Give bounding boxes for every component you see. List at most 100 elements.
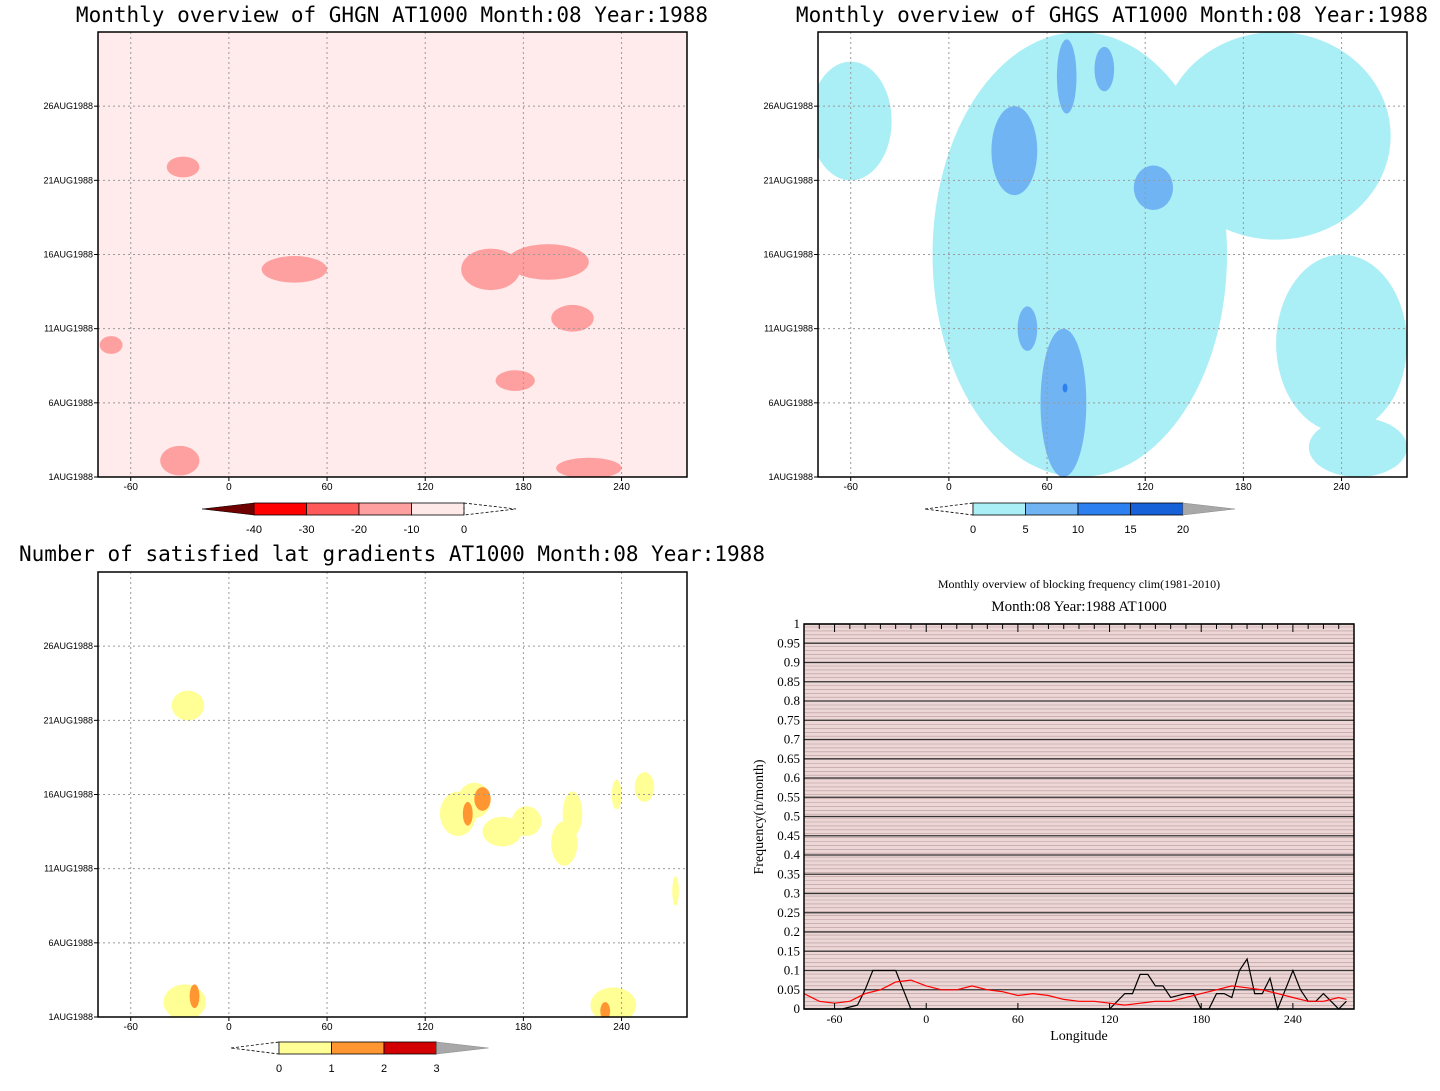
- y-tick-label: 0.5: [784, 809, 800, 824]
- shaded-region: [600, 1002, 611, 1017]
- x-tick-label: 180: [515, 1022, 532, 1033]
- colorbar-label: 5: [1022, 524, 1028, 536]
- shaded-region: [611, 779, 622, 810]
- shaded-region: [1017, 306, 1038, 351]
- colorbar-extend-high: [463, 502, 517, 516]
- colorbar-label: 2: [381, 1063, 387, 1075]
- colorbar-label: 0: [970, 524, 976, 536]
- colorbar-box: [972, 502, 1026, 516]
- y-tick-label: 21AUG1988: [43, 175, 93, 185]
- shaded-region: [166, 156, 200, 178]
- heatmap-panel-0: Monthly overview of GHGN AT1000 Month:08…: [43, 3, 708, 536]
- shaded-region: [474, 787, 491, 811]
- x-tick-label: 120: [1137, 482, 1154, 493]
- colorbar-extend-low: [201, 502, 255, 516]
- y-tick-label: 26AUG1988: [763, 101, 813, 111]
- x-tick-label: 180: [1192, 1012, 1210, 1026]
- colorbar-extend-low: [230, 1041, 280, 1055]
- shaded-region: [991, 106, 1038, 196]
- colorbar-extend-high: [1182, 502, 1236, 516]
- x-tick-label: 180: [1235, 482, 1252, 493]
- x-tick-label: 120: [1101, 1012, 1119, 1026]
- colorbar-box: [1077, 502, 1131, 516]
- colorbar-label: 20: [1177, 524, 1189, 536]
- heatmap-panel-1: Monthly overview of GHGS AT1000 Month:08…: [763, 3, 1428, 536]
- x-axis-label: Longitude: [1050, 1029, 1108, 1044]
- shaded-region: [1062, 383, 1068, 393]
- shaded-region: [556, 457, 622, 477]
- colorbar-label: -30: [299, 524, 315, 536]
- colorbar-box: [306, 502, 360, 516]
- colorbar-box: [383, 1041, 437, 1055]
- y-tick-label: 1AUG1988: [48, 1012, 93, 1022]
- y-tick-label: 0.55: [777, 789, 800, 804]
- shaded-regions: [99, 156, 622, 477]
- y-tick-label: 6AUG1988: [48, 398, 93, 408]
- colorbar-box: [253, 502, 307, 516]
- x-tick-label: 240: [613, 1022, 630, 1033]
- x-tick-label: 60: [1012, 1012, 1024, 1026]
- colorbar-label: -20: [351, 524, 367, 536]
- y-tick-label: 1: [794, 616, 801, 631]
- shaded-region: [1094, 46, 1115, 92]
- y-tick-label: 21AUG1988: [43, 715, 93, 725]
- y-tick-label: 0: [794, 1001, 801, 1016]
- y-tick-label: 0.05: [777, 982, 800, 997]
- shaded-region: [672, 876, 679, 906]
- x-tick-label: -60: [123, 1022, 138, 1033]
- y-tick-label: 0.45: [777, 828, 800, 843]
- colorbar-label: 0: [276, 1063, 282, 1075]
- x-tick-label: 0: [226, 482, 232, 493]
- x-tick-label: -60: [843, 482, 858, 493]
- colorbar-box: [1130, 502, 1184, 516]
- x-tick-label: 60: [321, 482, 333, 493]
- shaded-region: [163, 984, 206, 1017]
- y-tick-label: 0.7: [784, 732, 801, 747]
- x-tick-label: 60: [321, 1022, 333, 1033]
- y-tick-label: 0.25: [777, 905, 800, 920]
- y-tick-label: 26AUG1988: [43, 641, 93, 651]
- x-tick-label: 0: [946, 482, 952, 493]
- y-tick-label: 0.6: [784, 770, 801, 785]
- shaded-region: [461, 248, 521, 291]
- shaded-region: [634, 772, 655, 802]
- y-tick-label: 0.75: [777, 712, 800, 727]
- shaded-region: [818, 61, 892, 181]
- chart-title: Monthly overview of GHGS AT1000 Month:08…: [796, 3, 1428, 27]
- x-tick-label: -60: [827, 1012, 843, 1026]
- x-tick-label: 0: [923, 1012, 929, 1026]
- y-tick-label: 0.4: [784, 847, 801, 862]
- major-gridlines: [804, 623, 1354, 1010]
- y-tick-label: 0.1: [784, 963, 800, 978]
- y-axis-label: Frequency(n/month): [752, 759, 767, 874]
- colorbar-label: 10: [1072, 524, 1084, 536]
- heatmap-panel-2: Number of satisfied lat gradients AT1000…: [19, 542, 765, 1075]
- y-tick-label: 0.65: [777, 751, 800, 766]
- shaded-region: [261, 255, 328, 283]
- y-tick-label: 26AUG1988: [43, 101, 93, 111]
- y-tick-label: 6AUG1988: [768, 398, 813, 408]
- y-tick-label: 6AUG1988: [48, 938, 93, 948]
- series-line-1: [803, 979, 1347, 1006]
- shaded-region: [462, 801, 473, 826]
- shaded-region: [511, 806, 542, 837]
- shaded-region: [551, 304, 594, 332]
- x-tick-label: 120: [417, 1022, 434, 1033]
- x-tick-label: 240: [1284, 1012, 1302, 1026]
- shaded-region: [1161, 32, 1391, 240]
- shaded-region: [1308, 417, 1407, 477]
- colorbar: 0 1 2 3: [230, 1041, 489, 1075]
- series-line-0: [804, 957, 1347, 1011]
- chart-title: Monthly overview of GHGN AT1000 Month:08…: [76, 3, 708, 27]
- colorbar-label: 1: [328, 1063, 334, 1075]
- colorbar-box: [331, 1041, 385, 1055]
- y-tick-label: 1AUG1988: [48, 472, 93, 482]
- shaded-region: [562, 791, 583, 837]
- x-tick-label: 180: [515, 482, 532, 493]
- y-tick-label: 16AUG1988: [763, 250, 813, 260]
- y-tick-label: 0.3: [784, 886, 800, 901]
- shaded-region: [160, 445, 200, 476]
- y-tick-label: 21AUG1988: [763, 175, 813, 185]
- colorbar-label: 15: [1124, 524, 1136, 536]
